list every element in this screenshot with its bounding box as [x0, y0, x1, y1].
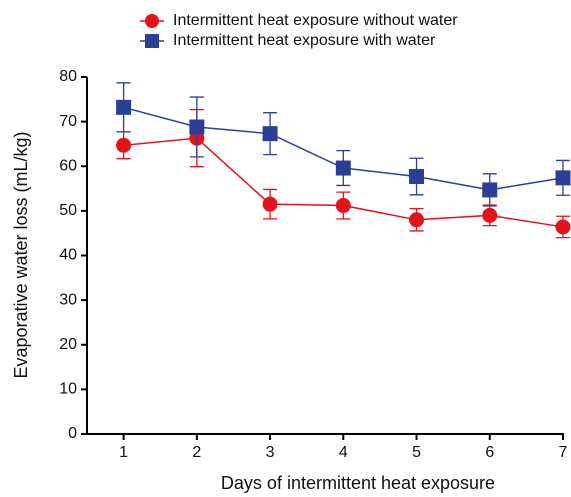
legend-marker: [145, 14, 159, 28]
x-tick-label: 1: [119, 444, 128, 461]
data-point: [555, 170, 571, 186]
y-tick-label: 0: [68, 425, 77, 442]
data-point: [555, 219, 571, 235]
legend-label: Intermittent heat exposure without water: [173, 12, 458, 29]
y-axis-title: Evaporative water loss (mL/kg): [11, 131, 31, 378]
data-point: [262, 126, 278, 142]
y-tick-label: 70: [59, 113, 77, 130]
x-tick-label: 7: [559, 444, 568, 461]
data-point: [335, 198, 351, 214]
data-point: [116, 137, 132, 153]
data-point: [116, 99, 132, 115]
x-tick-label: 2: [192, 444, 201, 461]
x-axis-title: Days of intermittent heat exposure: [221, 473, 495, 493]
y-tick-label: 20: [59, 336, 77, 353]
y-tick-label: 80: [59, 68, 77, 85]
x-tick-label: 5: [412, 444, 421, 461]
data-point: [482, 207, 498, 223]
y-tick-label: 30: [59, 291, 77, 308]
data-point: [189, 119, 205, 135]
y-tick-label: 60: [59, 157, 77, 174]
data-point: [335, 160, 351, 176]
data-point: [262, 196, 278, 212]
x-tick-label: 4: [339, 444, 348, 461]
data-point: [409, 212, 425, 228]
y-tick-label: 40: [59, 247, 77, 264]
x-tick-label: 3: [266, 444, 275, 461]
y-tick-label: 50: [59, 202, 77, 219]
y-tick-label: 10: [59, 381, 77, 398]
data-point: [482, 182, 498, 198]
legend-marker: [145, 34, 159, 48]
legend-label: Intermittent heat exposure with water: [173, 32, 436, 49]
data-point: [409, 169, 425, 185]
x-tick-label: 6: [485, 444, 494, 461]
